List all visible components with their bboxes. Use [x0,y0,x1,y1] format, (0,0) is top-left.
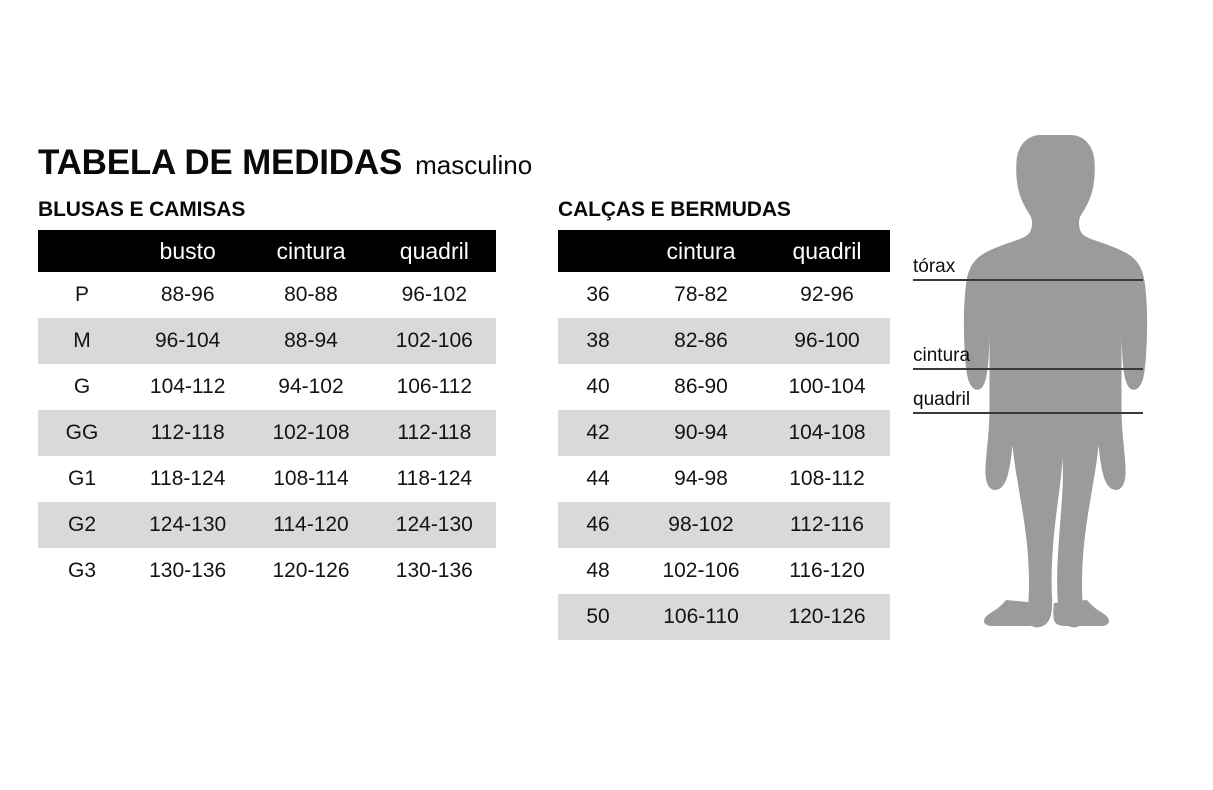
section-heading-bottoms: CALÇAS E BERMUDAS [558,198,791,221]
cell-busto: 130-136 [149,559,227,582]
cell-size: G1 [68,467,97,490]
page-title-main: TABELA DE MEDIDAS [38,143,403,182]
measure-line-cintura [913,368,1143,370]
measure-label-quadril: quadril [913,389,971,410]
cell-cintura: 94-98 [674,467,728,490]
table-row: P 88-96 80-88 96-102 [38,272,496,318]
cell-size: 46 [586,513,610,536]
cell-cintura: 86-90 [674,375,728,398]
cell-busto: 104-112 [149,375,226,398]
cell-cintura: 120-126 [272,559,350,582]
cell-size: G2 [68,513,97,536]
table-row: 38 82-86 96-100 [558,318,890,364]
table-tops-header: busto cintura quadril [38,230,496,272]
cell-cintura: 82-86 [674,329,728,352]
cell-quadril: 112-116 [790,513,864,536]
measure-line-torax [913,279,1143,281]
column-header-size [558,230,638,272]
cell-cintura: 108-114 [273,467,349,490]
table-header-row: busto cintura quadril [38,230,496,272]
cell-cintura: 90-94 [674,421,728,444]
column-header-cintura: cintura [276,237,346,264]
table-bottoms-body: 36 78-82 92-96 38 82-86 96-100 40 86-90 … [558,272,890,640]
size-table-bottoms: cintura quadril 36 78-82 92-96 38 82-86 … [558,230,890,640]
cell-cintura: 88-94 [284,329,338,352]
cell-cintura: 94-102 [278,375,344,398]
cell-size: 40 [586,375,610,398]
cell-quadril: 106-112 [396,375,473,398]
cell-cintura: 106-110 [663,605,739,628]
cell-quadril: 130-136 [395,559,473,582]
measurement-figure-panel: tórax cintura quadril [900,120,1200,660]
table-row: 46 98-102 112-116 [558,502,890,548]
cell-quadril: 116-120 [789,559,865,582]
cell-quadril: 96-102 [401,283,468,306]
table-bottoms-header: cintura quadril [558,230,890,272]
measure-label-cintura: cintura [913,345,971,366]
cell-quadril: 118-124 [396,467,473,490]
table-row: 40 86-90 100-104 [558,364,890,410]
cell-size: 48 [586,559,610,582]
cell-size: 36 [586,283,610,306]
cell-size: 38 [586,329,610,352]
cell-cintura: 80-88 [284,283,338,306]
table-row: 48 102-106 116-120 [558,548,890,594]
cell-quadril: 124-130 [395,513,473,536]
cell-busto: 112-118 [150,421,225,444]
cell-cintura: 78-82 [674,283,728,306]
cell-size: P [75,283,90,306]
page-title-subtitle: masculino [415,150,533,180]
cell-busto: 124-130 [149,513,227,536]
measure-line-quadril [913,412,1143,414]
male-body-silhouette-icon [963,135,1148,628]
cell-size: 42 [586,421,610,444]
table-row: 50 106-110 120-126 [558,594,890,640]
table-row: GG 112-118 102-108 112-118 [38,410,496,456]
cell-quadril: 96-100 [794,329,860,352]
table-tops-body: P 88-96 80-88 96-102 M 96-104 88-94 102-… [38,272,496,594]
cell-quadril: 92-96 [800,283,854,306]
cell-cintura: 102-108 [272,421,350,444]
cell-quadril: 102-106 [395,329,473,352]
cell-busto: 96-104 [154,329,221,352]
cell-size: G3 [68,559,97,582]
cell-cintura: 114-120 [273,513,349,536]
column-header-cintura: cintura [666,237,736,264]
table-row: 36 78-82 92-96 [558,272,890,318]
table-row: G 104-112 94-102 106-112 [38,364,496,410]
column-header-busto: busto [159,237,216,264]
cell-size: GG [65,421,99,444]
section-heading-tops: BLUSAS E CAMISAS [38,198,246,221]
cell-quadril: 108-112 [789,467,865,490]
table-row: 44 94-98 108-112 [558,456,890,502]
column-header-quadril: quadril [792,237,862,264]
table-header-row: cintura quadril [558,230,890,272]
cell-cintura: 102-106 [662,559,740,582]
size-table-tops: busto cintura quadril P 88-96 80-88 96-1… [38,230,496,594]
column-header-quadril: quadril [399,237,469,264]
cell-quadril: 120-126 [788,605,866,628]
cell-busto: 88-96 [160,283,215,306]
table-row: G3 130-136 120-126 130-136 [38,548,496,594]
cell-size: M [73,329,91,352]
cell-cintura: 98-102 [668,513,734,536]
cell-quadril: 104-108 [788,421,866,444]
cell-size: G [73,375,91,398]
table-row: M 96-104 88-94 102-106 [38,318,496,364]
cell-quadril: 100-104 [788,375,866,398]
cell-size: 50 [586,605,610,628]
column-header-size [38,230,126,272]
table-row: G1 118-124 108-114 118-124 [38,456,496,502]
cell-quadril: 112-118 [397,421,472,444]
measure-label-torax: tórax [913,256,956,277]
cell-size: 44 [586,467,610,490]
table-row: 42 90-94 104-108 [558,410,890,456]
page-title: TABELA DE MEDIDAS masculino [38,145,532,180]
table-row: G2 124-130 114-120 124-130 [38,502,496,548]
cell-busto: 118-124 [149,467,226,490]
